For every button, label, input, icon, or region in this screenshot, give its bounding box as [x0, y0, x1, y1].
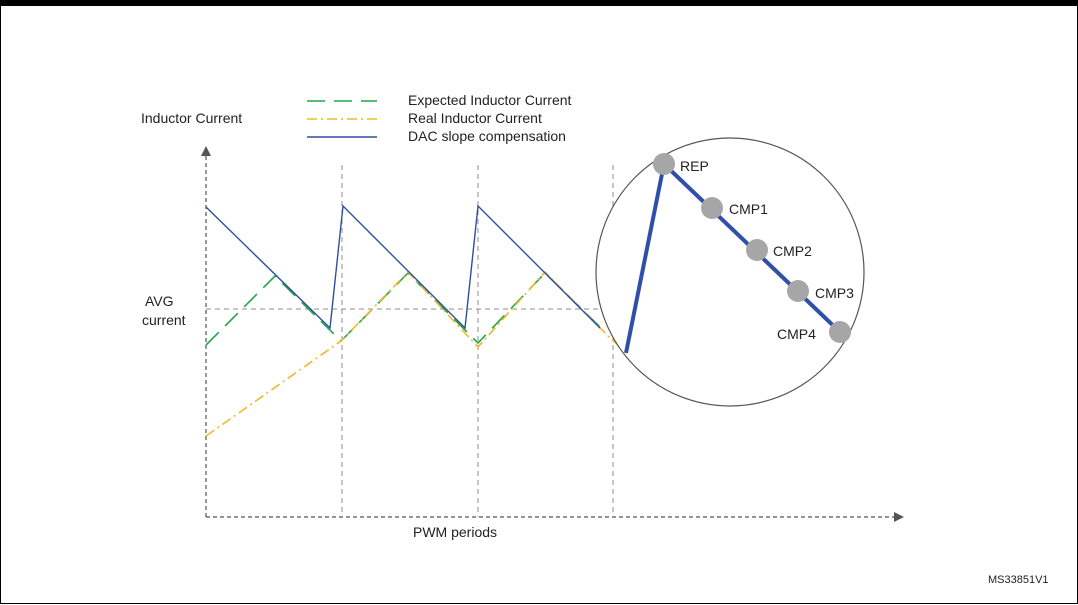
point-cmp1 — [701, 197, 723, 219]
period-guides — [206, 165, 628, 517]
label-rep: REP — [680, 158, 709, 174]
point-rep — [653, 153, 675, 175]
avg-label-line2: current — [142, 312, 186, 328]
header-strip — [0, 0, 1078, 6]
dac-slope-line — [205, 204, 601, 330]
figure-id: MS33851V1 — [988, 574, 1049, 586]
zoom-rise-line — [624, 163, 666, 354]
legend-label-real: Real Inductor Current — [408, 110, 542, 126]
zoom-detail: REP CMP1 CMP2 CMP3 CMP4 — [624, 153, 854, 354]
point-cmp2 — [746, 239, 768, 261]
real-current-line — [205, 270, 619, 437]
label-cmp4: CMP4 — [777, 326, 816, 342]
point-cmp4 — [829, 321, 851, 343]
label-cmp2: CMP2 — [773, 243, 812, 259]
avg-label-line1: AVG — [145, 293, 174, 309]
x-axis-label: PWM periods — [413, 524, 497, 540]
point-cmp3 — [787, 280, 809, 302]
legend-label-expected: Expected Inductor Current — [408, 92, 572, 108]
label-cmp3: CMP3 — [815, 285, 854, 301]
legend: Expected Inductor Current Real Inductor … — [307, 92, 572, 144]
zoom-circle — [595, 137, 865, 407]
label-cmp1: CMP1 — [729, 201, 768, 217]
legend-label-dac: DAC slope compensation — [408, 128, 566, 144]
y-axis-label: Inductor Current — [141, 110, 242, 126]
